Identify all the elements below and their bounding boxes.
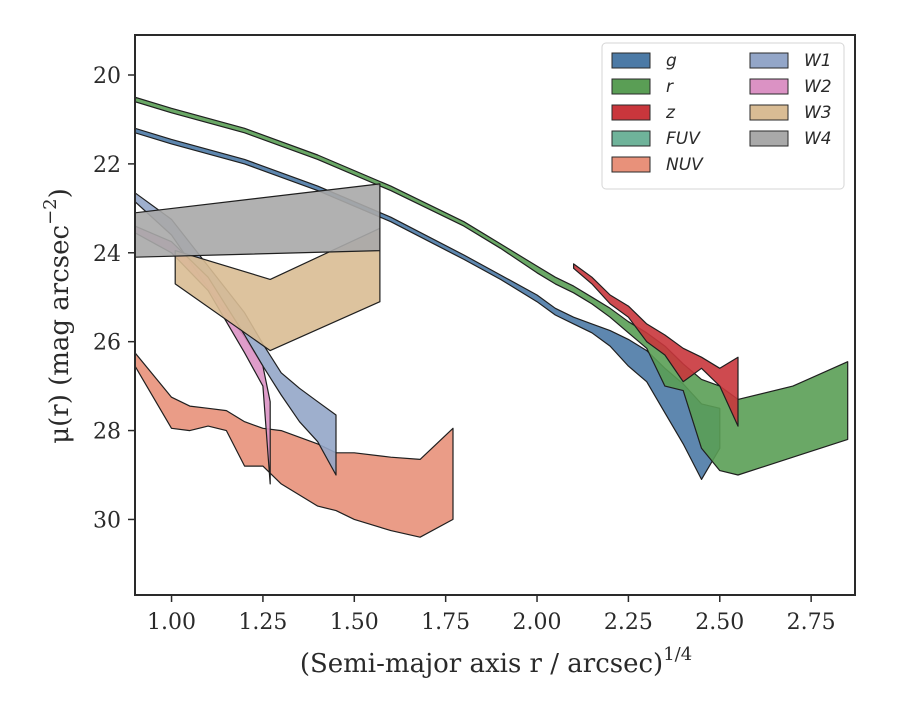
series-layer: [135, 96, 849, 538]
x-tick-label: 1.50: [330, 610, 379, 635]
y-axis-label-sup: −2: [40, 198, 61, 225]
y-tick-label: 26: [93, 331, 121, 356]
legend-label-w3: W3: [804, 103, 832, 123]
legend-swatch-w3: [749, 104, 789, 121]
x-tick-label: 2.75: [787, 610, 836, 635]
legend-label-g: g: [666, 51, 677, 71]
y-axis-label-tail: ): [45, 188, 75, 198]
x-axis-label-text: (Semi-major axis r / arcsec): [300, 649, 663, 679]
legend-label-nuv: NUV: [666, 155, 704, 175]
y-axis-label: μ(r) (mag arcsec−2): [40, 188, 75, 444]
legend-swatch-r: [611, 78, 651, 95]
plot-frame: [134, 34, 856, 596]
legend-swatch-fuv: [611, 130, 651, 147]
legend-swatch-w4: [749, 130, 789, 147]
y-tick-label: 28: [93, 420, 121, 445]
x-tick-label: 2.25: [604, 610, 653, 635]
legend-label-w1: W1: [804, 51, 832, 71]
y-tick-label: 20: [93, 64, 121, 89]
series-band-w4: [135, 183, 381, 258]
legend-label-r: r: [666, 77, 674, 97]
legend-label-w2: W2: [804, 77, 832, 97]
legend-swatch-nuv: [611, 156, 651, 173]
series-band-w3: [174, 227, 381, 352]
legend-swatch-g: [611, 52, 651, 69]
y-axis-label-text: μ(r) (mag arcsec: [45, 225, 75, 444]
legend-swatch-z: [611, 104, 651, 121]
axes-layer: 1.00 1.25 1.50 1.75 2.00 2.25 2.50 2.75 20 22 24 26…: [93, 34, 856, 635]
x-tick-label: 1.75: [421, 610, 470, 635]
legend-swatch-w2: [749, 78, 789, 95]
series-band-z: [573, 263, 739, 427]
series-band-r: [135, 96, 849, 476]
legend: grz FUV NUV W1 W2 W3 W4: [601, 42, 845, 190]
x-axis-label: (Semi-major axis r / arcsec)1/4: [300, 644, 692, 679]
x-tick-label: 1.25: [238, 610, 287, 635]
y-tick-label: 24: [93, 242, 121, 267]
x-tick-label: 2.50: [695, 610, 744, 635]
x-axis-label-sup: 1/4: [663, 644, 692, 665]
x-tick-label: 1.00: [147, 610, 196, 635]
x-tick-label: 2.00: [513, 610, 562, 635]
legend-label-w4: W4: [804, 129, 832, 149]
legend-label-z: z: [665, 103, 676, 123]
legend-swatch-w1: [749, 52, 789, 69]
series-band-nuv: [135, 352, 454, 538]
legend-label-fuv: FUV: [666, 129, 701, 149]
y-tick-label: 22: [93, 153, 121, 178]
y-tick-label: 30: [93, 508, 121, 533]
